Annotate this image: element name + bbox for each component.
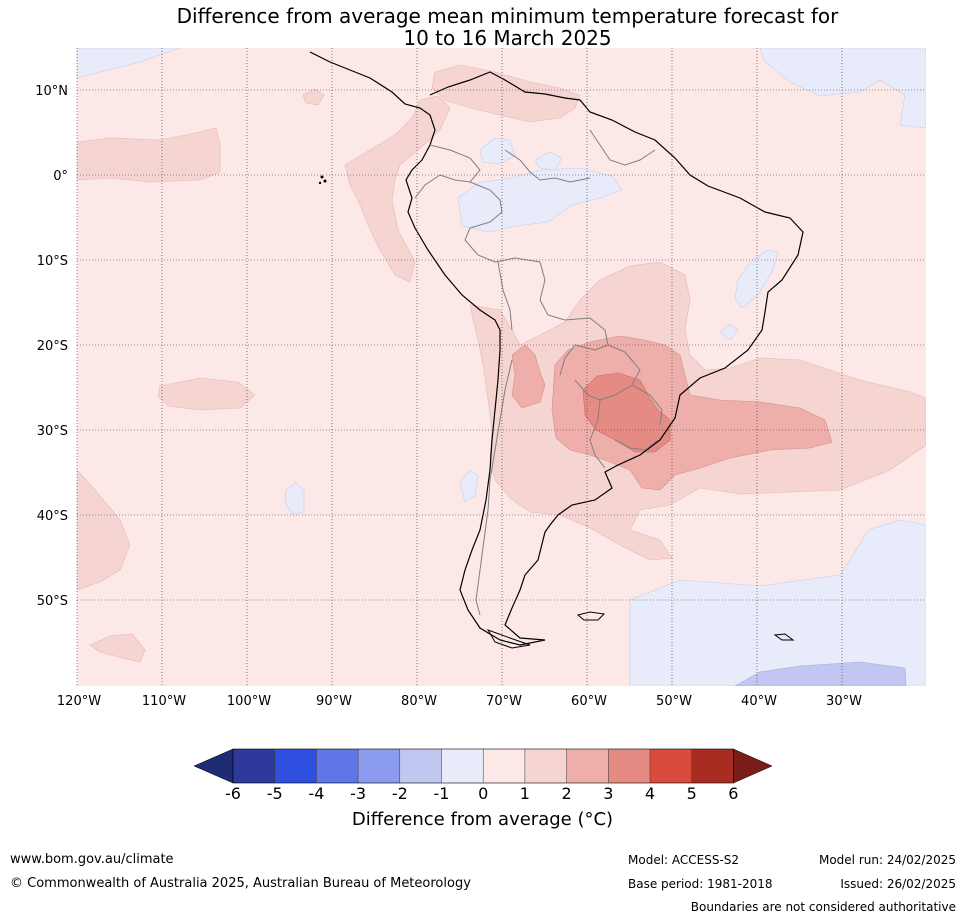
coastline-tierra-del-fuego [486,629,531,649]
lon-label-40w: 40°W [741,694,777,709]
lon-label-60w: 60°W [571,694,607,709]
lat-label-40s: 40°S [37,509,68,524]
colorbar [193,748,773,784]
lat-label-30s: 30°S [37,424,68,439]
colorbar-segment-2-3 [566,749,609,783]
model-run-date: Model run: 24/02/2025 [818,853,956,867]
map-title-line-2: 10 to 16 March 2025 [403,26,612,50]
anomaly-region-negative-chile-coast [459,469,479,503]
lon-label-100w: 100°W [227,694,271,709]
coastline-south-georgia [773,633,795,641]
base-period: Base period: 1981-2018 [628,877,773,891]
colorbar-ticks: -6 -5 -4 -3 -2 -1 0 1 2 3 4 5 6 [225,784,738,803]
colorbar-tick-3: 3 [603,784,613,803]
anomaly-region-negative-east-brazil [719,323,739,341]
lon-label-30w: 30°W [826,694,862,709]
lon-label-110w: 110°W [142,694,186,709]
anomaly-region-negative-scotia-sea [734,661,907,686]
colorbar-segment-m4-m3 [316,749,359,783]
anomaly-region-negative-south-pacific [284,482,305,515]
website-link[interactable]: www.bom.gov.au/climate [10,852,174,867]
lat-label-0: 0° [53,169,68,184]
lon-label-90w: 90°W [316,694,352,709]
colorbar-tick-6: 6 [728,784,738,803]
anomaly-region-negative-ne-brazil [734,249,779,309]
colorbar-segment-4-5 [650,749,692,783]
anomaly-region-plus1-caribbean [431,64,581,123]
colorbar-tick-2: 2 [562,784,572,803]
colorbar-segment-m3-m2 [358,749,400,783]
anomaly-region-plus1-small-pacific [302,88,325,106]
latitude-labels: 10°N 0° 10°S 20°S 30°S 40°S 50°S [35,84,68,609]
gridlines [76,48,926,686]
colorbar-under-arrow [193,748,234,784]
longitude-labels: 120°W 110°W 100°W 90°W 80°W 70°W 60°W 50… [57,694,862,709]
colorbar-tick-m6: -6 [225,784,241,803]
anomaly-region-plus1-tropical-pacific [77,127,221,183]
anomaly-region-negative-north-pacific [77,48,181,79]
coastline-south-america [309,51,804,646]
colorbar-segment-5-6 [691,749,734,783]
anomaly-region-negative-guiana [534,151,563,171]
colorbar-segment-m6-m5 [233,749,275,783]
colorbar-tick-m2: -2 [392,784,408,803]
colorbar-tick-1: 1 [520,784,530,803]
anomaly-region-negative-south-atlantic [629,519,926,686]
lat-label-10n: 10°N [35,84,68,99]
coastline-falklands [576,611,606,621]
lon-label-120w: 120°W [57,694,101,709]
colorbar-segment-3-4 [608,749,650,783]
colorbar-segment-m1-0 [441,749,484,783]
colorbar-label: Difference from average (°C) [351,809,614,830]
lat-label-20s: 20°S [37,339,68,354]
colorbar-segment-0-1 [483,749,525,783]
anomaly-region-plus1-southwest-pacific [89,633,146,663]
anomaly-region-plus1-mid-pacific [157,377,256,411]
lon-label-50w: 50°W [656,694,692,709]
colorbar-segment-m2-m1 [399,749,442,783]
anomaly-region-negative-amazon [457,167,623,233]
map-title-line-1: Difference from average mean minimum tem… [176,4,839,28]
colorbar-segment-1-2 [524,749,567,783]
colorbar-tick-m3: -3 [350,784,366,803]
colorbar-segment-m5-m4 [274,749,317,783]
boundaries-disclaimer: Boundaries are not considered authoritat… [690,900,956,914]
lat-label-10s: 10°S [37,254,68,269]
colorbar-tick-m4: -4 [308,784,324,803]
map-area [77,48,926,686]
lat-label-50s: 50°S [37,594,68,609]
anomaly-region-plus2-bolivia [511,344,546,409]
lon-label-80w: 80°W [401,694,437,709]
country-borders [414,129,663,616]
lon-label-70w: 70°W [486,694,522,709]
colorbar-tick-5: 5 [687,784,697,803]
anomaly-region-plus1-southeast-pacific [77,469,131,591]
copyright-text: © Commonwealth of Australia 2025, Austra… [10,876,471,891]
issued-date: Issued: 26/02/2025 [840,877,956,891]
colorbar-tick-0: 0 [478,784,488,803]
model-name: Model: ACCESS-S2 [628,853,740,867]
colorbar-over-arrow [733,748,773,784]
anomaly-region-negative-venezuela [479,137,516,165]
colorbar-tick-4: 4 [645,784,655,803]
anomaly-region-negative-north-atlantic [759,48,926,129]
anomaly-region-plus3-southern-brazil [582,372,671,453]
galapagos-islands [318,175,327,185]
anomaly-region-plus1-east-pacific [344,95,451,283]
colorbar-tick-m5: -5 [267,784,283,803]
colorbar-tick-m1: -1 [434,784,450,803]
